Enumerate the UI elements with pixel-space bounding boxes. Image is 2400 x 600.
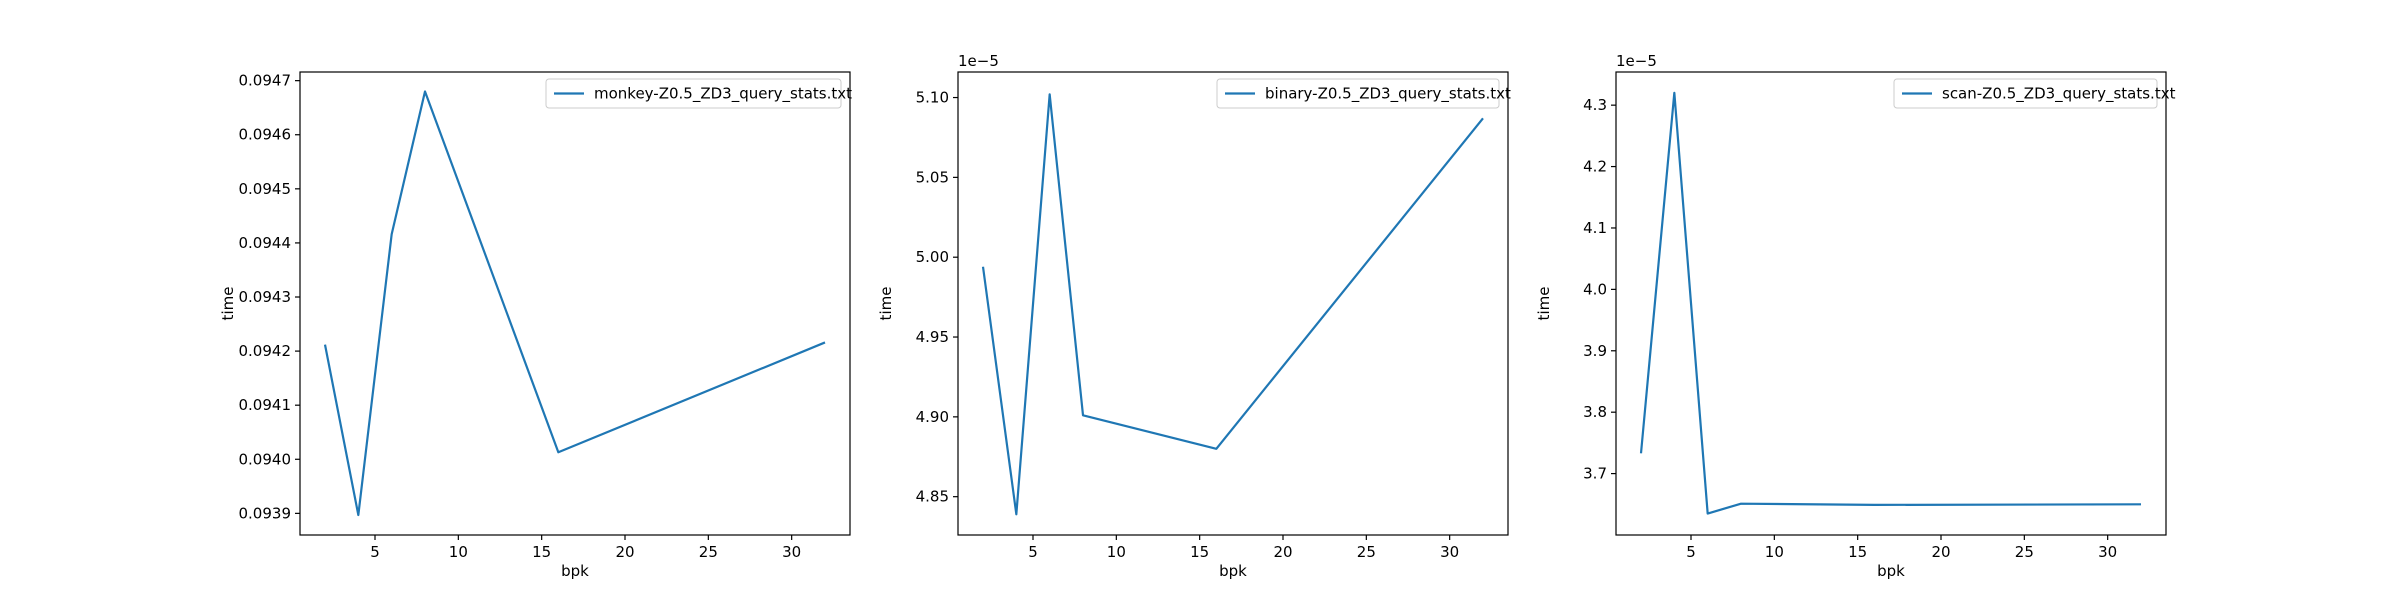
x-tick-label: 10 xyxy=(1765,543,1784,561)
legend-box xyxy=(1893,78,2158,109)
series-line-1 xyxy=(323,90,826,517)
legend-box xyxy=(545,78,842,109)
legend-box xyxy=(1216,78,1500,109)
x-tick-label: 10 xyxy=(449,543,468,561)
y-axis-label: time xyxy=(877,287,895,321)
y-tick-label: 4.2 xyxy=(1583,158,1607,176)
x-axis-label: bpk xyxy=(1219,562,1247,580)
chart-panel-2: 5 10 15 20 25 30 4.85 4.90 4.95 5.00 5.05 5.10 bpk ti… xyxy=(877,52,1511,580)
y-tick-label: 5.10 xyxy=(916,89,949,107)
y-tick-label: 0.0947 xyxy=(239,72,292,90)
y-tick-label: 3.9 xyxy=(1583,342,1607,360)
x-tick-label: 15 xyxy=(1848,543,1867,561)
x-tick-label: 20 xyxy=(1931,543,1950,561)
x-tick-label: 25 xyxy=(2015,543,2034,561)
y-tick-label: 0.0944 xyxy=(239,234,292,252)
x-tick-label: 5 xyxy=(1686,543,1696,561)
x-tick-label: 5 xyxy=(1028,543,1038,561)
y-axis-label: time xyxy=(219,287,237,321)
y-tick-label: 0.0945 xyxy=(239,180,292,198)
chart-panel-1: 5 10 15 20 25 30 0.0939 0.0940 0.0941 0.0942 0.094… xyxy=(219,71,852,580)
y-tick-label: 0.0939 xyxy=(239,504,292,522)
y-tick-label: 0.0943 xyxy=(239,288,292,306)
y-tick-label: 4.95 xyxy=(916,328,949,346)
legend-label: monkey-Z0.5_ZD3_query_stats.txt xyxy=(594,85,852,104)
x-axis-label: bpk xyxy=(561,562,589,580)
y-axis-label: time xyxy=(1535,287,1553,321)
x-tick-label: 30 xyxy=(2098,543,2117,561)
chart-panel-3: 5 10 15 20 25 30 3.7 3.8 3.9 4.0 4.1 4.2 4.3 bpk time 1… xyxy=(1535,52,2176,580)
y-tick-label: 3.7 xyxy=(1583,465,1607,483)
x-tick-label: 20 xyxy=(1273,543,1292,561)
y-tick-label: 3.8 xyxy=(1583,403,1607,421)
legend-label: binary-Z0.5_ZD3_query_stats.txt xyxy=(1265,85,1511,104)
y-tick-label: 4.1 xyxy=(1583,219,1607,237)
y-offset-text: 1e−5 xyxy=(1616,52,1657,70)
plot-frame xyxy=(1615,71,2167,536)
y-tick-label: 0.0940 xyxy=(239,450,292,468)
x-tick-label: 15 xyxy=(532,543,551,561)
y-offset-text: 1e−5 xyxy=(958,52,999,70)
y-tick-label: 4.0 xyxy=(1583,280,1607,298)
x-axis-label: bpk xyxy=(1877,562,1905,580)
x-tick-label: 30 xyxy=(782,543,801,561)
series-line-1 xyxy=(981,93,1484,516)
y-tick-label: 4.85 xyxy=(916,488,949,506)
y-tick-label: 0.0946 xyxy=(239,126,292,144)
legend-label: scan-Z0.5_ZD3_query_stats.txt xyxy=(1942,85,2176,104)
plot-frame xyxy=(299,71,851,536)
y-tick-label: 4.90 xyxy=(916,408,949,426)
x-tick-label: 15 xyxy=(1190,543,1209,561)
y-tick-label: 0.0941 xyxy=(239,396,292,414)
y-tick-label: 4.3 xyxy=(1583,96,1607,114)
x-tick-label: 25 xyxy=(699,543,718,561)
x-tick-label: 20 xyxy=(615,543,634,561)
y-tick-label: 5.00 xyxy=(916,248,949,266)
series-line-1 xyxy=(1639,91,2142,515)
x-tick-label: 10 xyxy=(1107,543,1126,561)
x-tick-label: 5 xyxy=(370,543,380,561)
legend: scan-Z0.5_ZD3_query_stats.txt xyxy=(1893,78,2176,109)
y-tick-label: 0.0942 xyxy=(239,342,292,360)
x-tick-label: 30 xyxy=(1440,543,1459,561)
y-tick-label: 5.05 xyxy=(916,168,949,186)
x-tick-label: 25 xyxy=(1357,543,1376,561)
plot-frame xyxy=(957,71,1509,536)
legend: monkey-Z0.5_ZD3_query_stats.txt xyxy=(545,78,852,109)
legend: binary-Z0.5_ZD3_query_stats.txt xyxy=(1216,78,1511,109)
